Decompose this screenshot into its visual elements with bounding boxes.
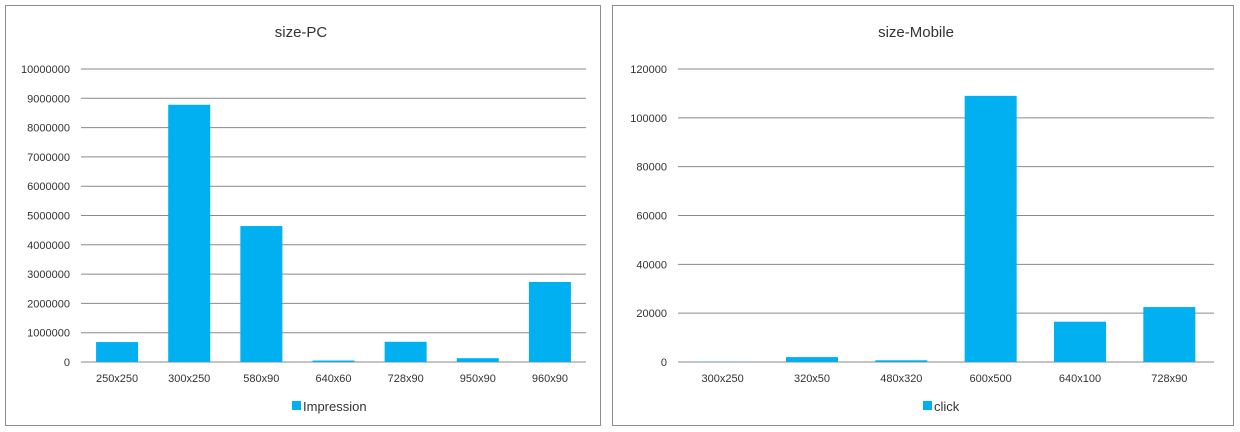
chart-mobile: size-Mobile 0 20000 40000 60000 80000 100000 12… [630,24,1214,414]
bar-480x320 [875,360,928,362]
x-tick-label: 640x60 [315,373,351,385]
chart-title: size-Mobile [878,24,954,41]
x-tick-label: 320x50 [794,373,830,385]
y-tick-label: 80000 [636,162,667,174]
legend-label: click [934,399,960,414]
bar-640x100 [1054,321,1106,362]
y-tick-label: 40000 [636,259,667,271]
x-tick-label: 728x90 [388,373,424,385]
bar-950x90 [456,358,499,362]
y-tick-label: 60000 [636,211,667,223]
bar-580x90 [240,226,283,362]
legend-swatch [923,401,932,410]
bar-300x250 [168,104,211,362]
y-tick-label: 4000000 [27,240,70,252]
bar-640x60 [312,360,355,362]
y-tick-label: 10000000 [21,64,70,76]
x-tick-label: 950x90 [460,373,496,385]
x-tick-label: 728x90 [1151,373,1187,385]
y-tick-label: 9000000 [27,93,70,105]
y-tick-label: 8000000 [27,123,70,135]
x-tick-label: 640x100 [1059,373,1101,385]
x-tick-label: 600x500 [970,373,1012,385]
y-tick-label: 2000000 [27,298,70,310]
bar-320x50 [786,357,838,362]
chart-panel-pc: size-PC 0 1000000 2000000 3000000 4000000 5000… [5,5,601,426]
legend-label: Impression [303,399,367,414]
y-tick-label: 100000 [630,113,667,125]
y-tick-label: 20000 [636,308,667,320]
y-tick-label: 0 [64,357,70,369]
x-tick-label: 300x250 [168,373,210,385]
bar-960x90 [528,282,571,362]
x-tick-label: 580x90 [243,373,279,385]
bar-600x500 [964,95,1017,362]
bar-250x250 [96,342,139,362]
y-tick-label: 6000000 [27,181,70,193]
bar-728x90 [384,341,427,362]
bar-728x90 [1143,307,1196,362]
y-tick-label: 5000000 [27,211,70,223]
y-tick-label: 0 [661,357,667,369]
x-tick-label: 960x90 [532,373,568,385]
y-tick-label: 7000000 [27,152,70,164]
legend-swatch [292,401,301,410]
chart-panel-mobile: size-Mobile 0 20000 40000 60000 80000 100000 12… [612,5,1234,426]
x-tick-label: 300x250 [702,373,744,385]
x-tick-label: 250x250 [96,373,138,385]
x-tick-label: 480x320 [880,373,922,385]
y-tick-label: 3000000 [27,269,70,281]
chart-title: size-PC [275,24,328,41]
y-tick-label: 120000 [630,64,667,76]
y-tick-label: 1000000 [27,328,70,340]
chart-pc: size-PC 0 1000000 2000000 3000000 4000000 5000… [21,24,586,414]
